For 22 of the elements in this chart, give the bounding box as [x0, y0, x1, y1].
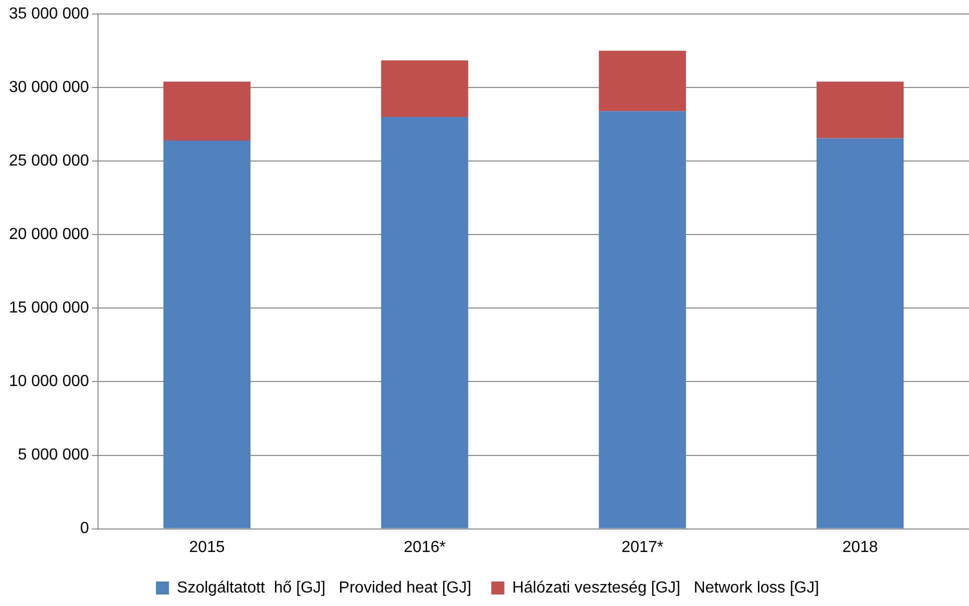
bar [816, 82, 904, 138]
bar [381, 116, 468, 528]
bar [598, 50, 686, 112]
y-tick-label: 15 000 000 [9, 300, 90, 317]
legend-label: Szolgáltatott hő [GJ] Provided heat [GJ] [176, 579, 472, 596]
y-tick-label: 20 000 000 [9, 226, 90, 244]
bar [163, 140, 250, 528]
legend-label: Hálózati veszteség [GJ] Network loss [GJ] [512, 579, 820, 596]
bar [381, 60, 468, 117]
x-tick-label: 2016* [404, 538, 446, 556]
y-tick-label: 25 000 000 [9, 152, 90, 170]
bar [598, 111, 686, 528]
x-tick-label: 2017* [621, 538, 664, 556]
x-tick-label: 2015 [189, 538, 225, 556]
y-tick-label: 0 [80, 520, 90, 538]
y-tick-label: 5 000 000 [18, 446, 90, 464]
y-tick-label: 35 000 000 [9, 5, 90, 22]
y-tick-label: 30 000 000 [9, 78, 90, 96]
bar [816, 138, 904, 528]
bar [163, 82, 250, 140]
y-tick-label: 10 000 000 [9, 373, 90, 390]
x-tick-label: 2018 [842, 538, 878, 556]
